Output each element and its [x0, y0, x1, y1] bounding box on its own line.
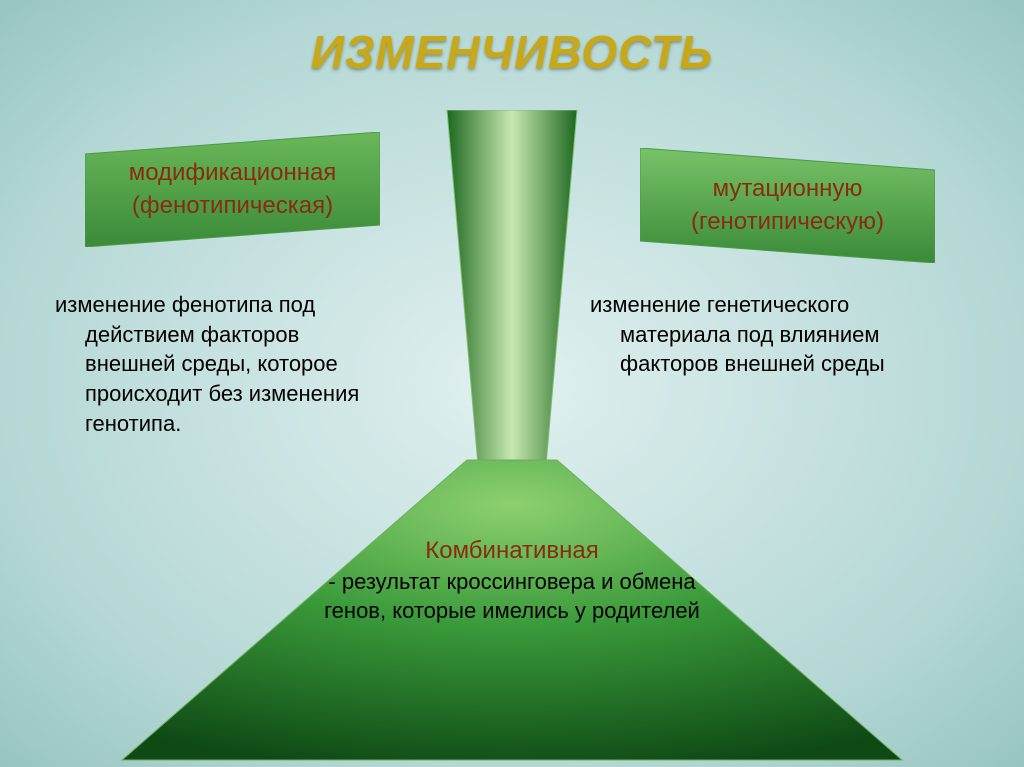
left-panel-line2: (фенотипическая): [132, 190, 333, 222]
right-description: изменение генетического материала под вл…: [590, 290, 920, 379]
main-title: ИЗМЕНЧИВОСТЬ: [0, 0, 1024, 79]
left-description: изменение фенотипа под действием факторо…: [55, 290, 385, 438]
right-panel-text: мутационную (генотипическую): [640, 148, 935, 263]
left-category-panel: модификационная (фенотипическая): [85, 132, 380, 247]
bottom-category-block: Комбинативная - результат кроссинговера …: [302, 535, 722, 625]
right-category-panel: мутационную (генотипическую): [640, 148, 935, 263]
right-panel-line1: мутационную: [713, 173, 863, 205]
right-panel-line2: (генотипическую): [691, 206, 884, 238]
bottom-title: Комбинативная: [302, 535, 722, 566]
bottom-description: - результат кроссинговера и обмена генов…: [302, 568, 722, 625]
left-panel-line1: модификационная: [129, 157, 337, 189]
left-panel-text: модификационная (фенотипическая): [85, 132, 380, 247]
